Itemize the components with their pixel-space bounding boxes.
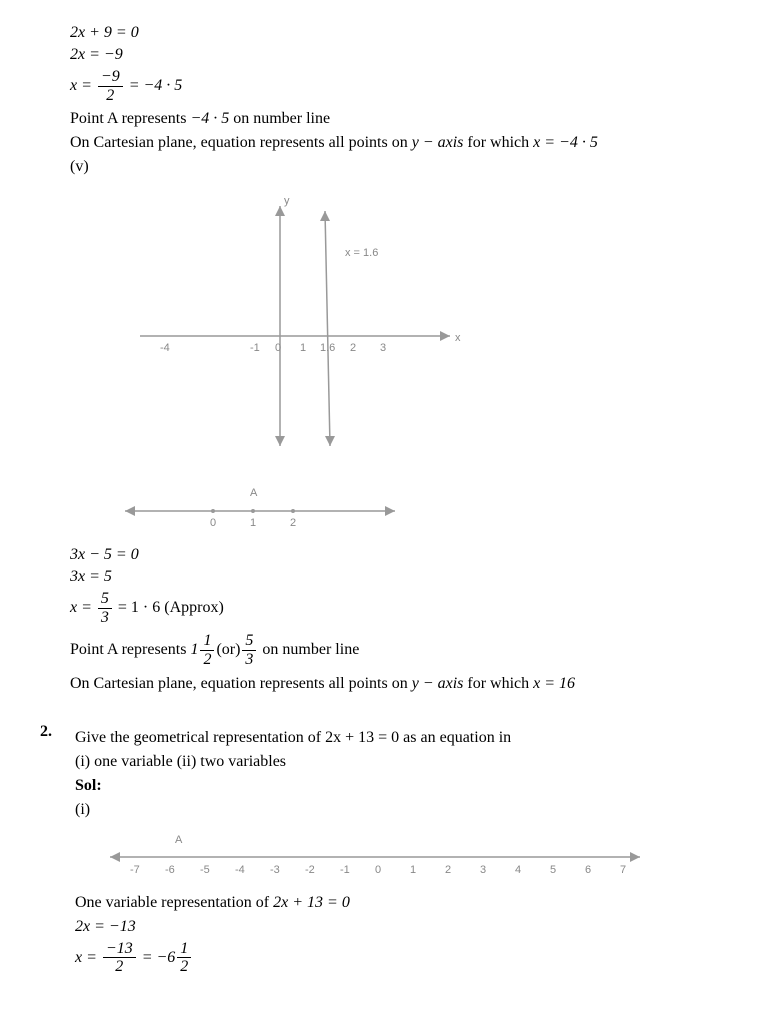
svg-text:6: 6 xyxy=(585,864,591,876)
text1-pointA: Point A represents −4 · 5 on number line xyxy=(70,110,737,128)
svg-text:2: 2 xyxy=(350,342,356,354)
svg-text:2: 2 xyxy=(290,517,296,529)
q2-eqmid: = −6 xyxy=(138,948,176,965)
svg-text:-3: -3 xyxy=(270,864,280,876)
text2-cartesian: On Cartesian plane, equation represents … xyxy=(70,675,737,693)
cartesian-graph: x y x = 1.6 -4 -1 0 1 1.6 2 3 xyxy=(130,186,737,471)
q2-number: 2. xyxy=(40,723,75,980)
svg-text:1: 1 xyxy=(250,517,256,529)
text2-pointA: Point A represents 112(or)53 on number l… xyxy=(70,632,737,668)
svg-text:3: 3 xyxy=(480,864,486,876)
q2-resfrac: 12 xyxy=(177,940,191,976)
svg-text:-1: -1 xyxy=(340,864,350,876)
svg-text:3: 3 xyxy=(380,342,386,354)
eq1-line3: x = −92 = −4 · 5 xyxy=(70,68,737,104)
eq1-line2: 2x = −9 xyxy=(70,46,737,64)
svg-text:A: A xyxy=(175,834,183,846)
svg-text:5: 5 xyxy=(550,864,556,876)
svg-text:-7: -7 xyxy=(130,864,140,876)
svg-text:0: 0 xyxy=(275,342,281,354)
part-v-label: (v) xyxy=(70,158,737,176)
q2-x: x = xyxy=(75,948,101,965)
q2-text: Give the geometrical representation of 2… xyxy=(75,729,737,747)
svg-text:0: 0 xyxy=(375,864,381,876)
svg-text:2: 2 xyxy=(445,864,451,876)
svg-text:-1: -1 xyxy=(250,342,260,354)
svg-text:4: 4 xyxy=(515,864,521,876)
svg-text:-4: -4 xyxy=(160,342,170,354)
q2-sol-label: Sol: xyxy=(75,777,737,795)
svg-text:A: A xyxy=(250,487,258,499)
eq1-line1: 2x + 9 = 0 xyxy=(70,24,737,42)
svg-text:-6: -6 xyxy=(165,864,175,876)
svg-text:-5: -5 xyxy=(200,864,210,876)
number-line-2: A -7 -6 -5 -4 -3 -2 -1 0 1 2 3 4 5 6 7 xyxy=(95,829,737,884)
q2-frac: −132 xyxy=(103,940,136,976)
eq1-frac: −92 xyxy=(98,68,123,104)
question-2: 2. Give the geometrical representation o… xyxy=(40,723,737,980)
eq2-line3: x = 53 = 1 · 6 (Approx) xyxy=(70,590,737,626)
number-line-1: A 0 1 2 xyxy=(110,481,737,536)
q2-part-i: (i) xyxy=(75,801,737,819)
text1-cartesian: On Cartesian plane, equation represents … xyxy=(70,134,737,152)
eq2-result: = 1 · 6 (Approx) xyxy=(114,599,224,616)
svg-text:1: 1 xyxy=(410,864,416,876)
q2-parts: (i) one variable (ii) two variables xyxy=(75,753,737,771)
q2-repr: One variable representation of 2x + 13 =… xyxy=(75,894,737,912)
svg-text:1: 1 xyxy=(300,342,306,354)
eq2-line1: 3x − 5 = 0 xyxy=(70,546,737,564)
svg-text:-2: -2 xyxy=(305,864,315,876)
eq2-x: x = xyxy=(70,599,96,616)
x-axis-label: x xyxy=(455,332,461,344)
y-axis-label: y xyxy=(284,195,290,207)
line-label: x = 1.6 xyxy=(345,247,378,259)
eq2-line2: 3x = 5 xyxy=(70,568,737,586)
svg-text:0: 0 xyxy=(210,517,216,529)
eq2-frac: 53 xyxy=(98,590,112,626)
eq1-result: = −4 · 5 xyxy=(125,77,183,94)
q2-line3: x = −132 = −612 xyxy=(75,940,737,976)
svg-text:-4: -4 xyxy=(235,864,245,876)
eq1-x: x = xyxy=(70,77,96,94)
svg-text:7: 7 xyxy=(620,864,626,876)
q2-line2: 2x = −13 xyxy=(75,918,737,936)
svg-text:1.6: 1.6 xyxy=(320,342,335,354)
